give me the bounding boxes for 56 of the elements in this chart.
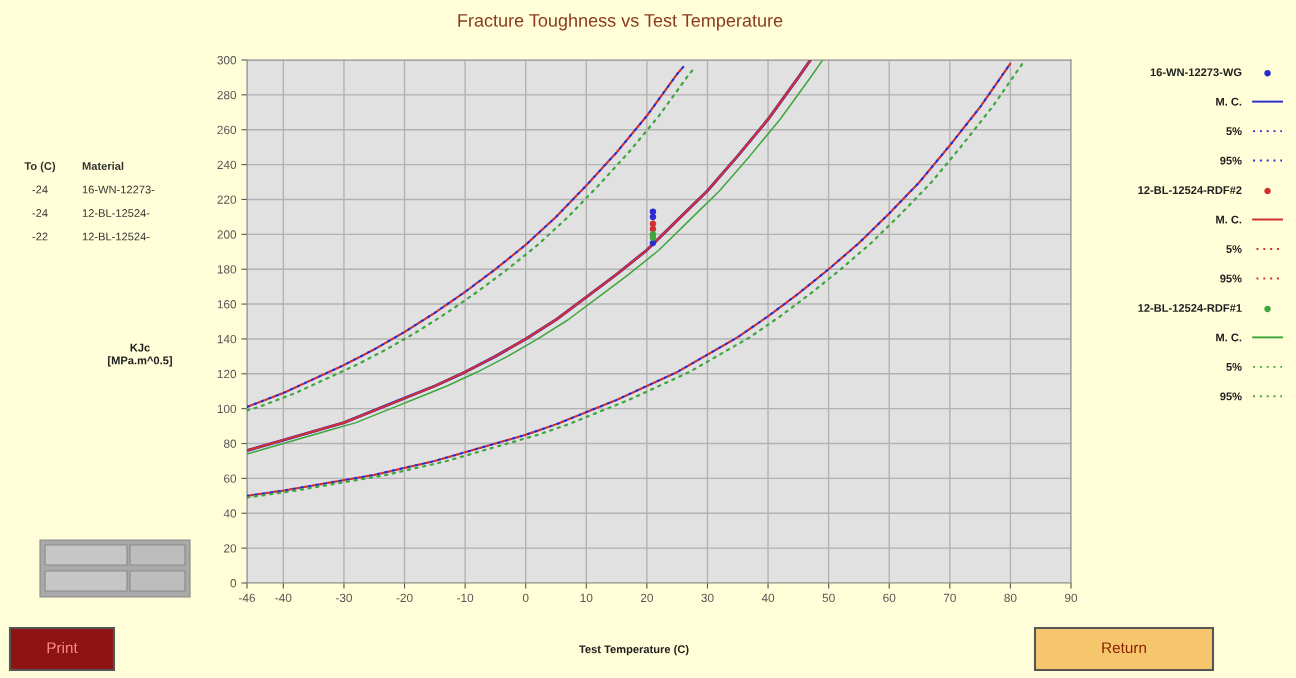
legend-label: M. C. [1216, 333, 1242, 342]
y-tick-label: 80 [223, 439, 237, 448]
chart-title: Fracture Toughness vs Test Temperature [458, 13, 783, 31]
y-tick-label: 40 [223, 509, 237, 518]
x-tick-label: 10 [580, 593, 593, 603]
x-tick-label: -10 [457, 593, 474, 603]
text: 16-WN-12273- [82, 185, 155, 194]
y-tick-label: 260 [217, 125, 237, 135]
y-tick-label: 200 [217, 230, 237, 239]
legend-label: M. C. [1216, 215, 1242, 224]
x-tick-label: -30 [335, 593, 353, 603]
text: -24 [32, 209, 48, 217]
x-tick-label: 90 [1064, 593, 1078, 603]
text: -24 [32, 185, 48, 194]
x-axis-title: Test Temperature (C) [579, 645, 689, 656]
x-tick-label: 30 [701, 593, 714, 603]
x-tick-label: 0 [522, 593, 529, 603]
text: 12-BL-12524- [82, 232, 150, 241]
text: Return [1102, 642, 1146, 654]
y-tick-label: 120 [217, 369, 237, 379]
y-tick-label: 300 [217, 56, 237, 65]
y-tick-label: 100 [217, 404, 237, 414]
x-tick-label: 20 [640, 593, 653, 603]
legend-label: 95% [1220, 392, 1242, 401]
y-tick-label: 180 [217, 265, 237, 274]
x-tick-label: 40 [761, 593, 775, 603]
y-tick-label: 220 [217, 195, 237, 204]
x-tick-label: 70 [943, 593, 956, 603]
y-tick-label: 0 [230, 579, 237, 588]
legend-label: 5% [1226, 127, 1242, 136]
y-tick-label: 20 [224, 544, 237, 553]
x-tick-label: -20 [396, 593, 413, 603]
text: -22 [32, 232, 48, 241]
y-tick-label: 240 [217, 160, 237, 169]
x-tick-label: 80 [1004, 593, 1017, 603]
legend-label: M. C. [1216, 97, 1242, 106]
legend-label: 12-BL-12524-RDF#1 [1138, 304, 1242, 312]
legend-label: 5% [1226, 245, 1242, 253]
x-tick-label: 60 [883, 593, 896, 603]
text: Material [82, 161, 124, 170]
text: 12-BL-12524- [82, 209, 150, 217]
legend-label: 95% [1220, 274, 1242, 283]
x-tick-label: 50 [822, 593, 835, 603]
legend-label: 95% [1220, 156, 1242, 165]
y-tick-label: 280 [217, 90, 237, 100]
x-tick-label: -40 [275, 593, 292, 603]
legend-label: 12-BL-12524-RDF#2 [1138, 186, 1242, 195]
y-tick-label: 140 [217, 334, 237, 344]
y-tick-label: 60 [224, 474, 237, 483]
legend-label: 16-WN-12273-WG [1150, 68, 1242, 77]
x-tick-label: -46 [238, 593, 256, 603]
text: To (C) [24, 161, 56, 173]
text: Print [47, 641, 78, 654]
y-tick-label: 160 [217, 300, 237, 309]
y-axis-title: KJc [MPa.m^0.5] [108, 343, 172, 367]
legend-label: 5% [1226, 363, 1242, 371]
